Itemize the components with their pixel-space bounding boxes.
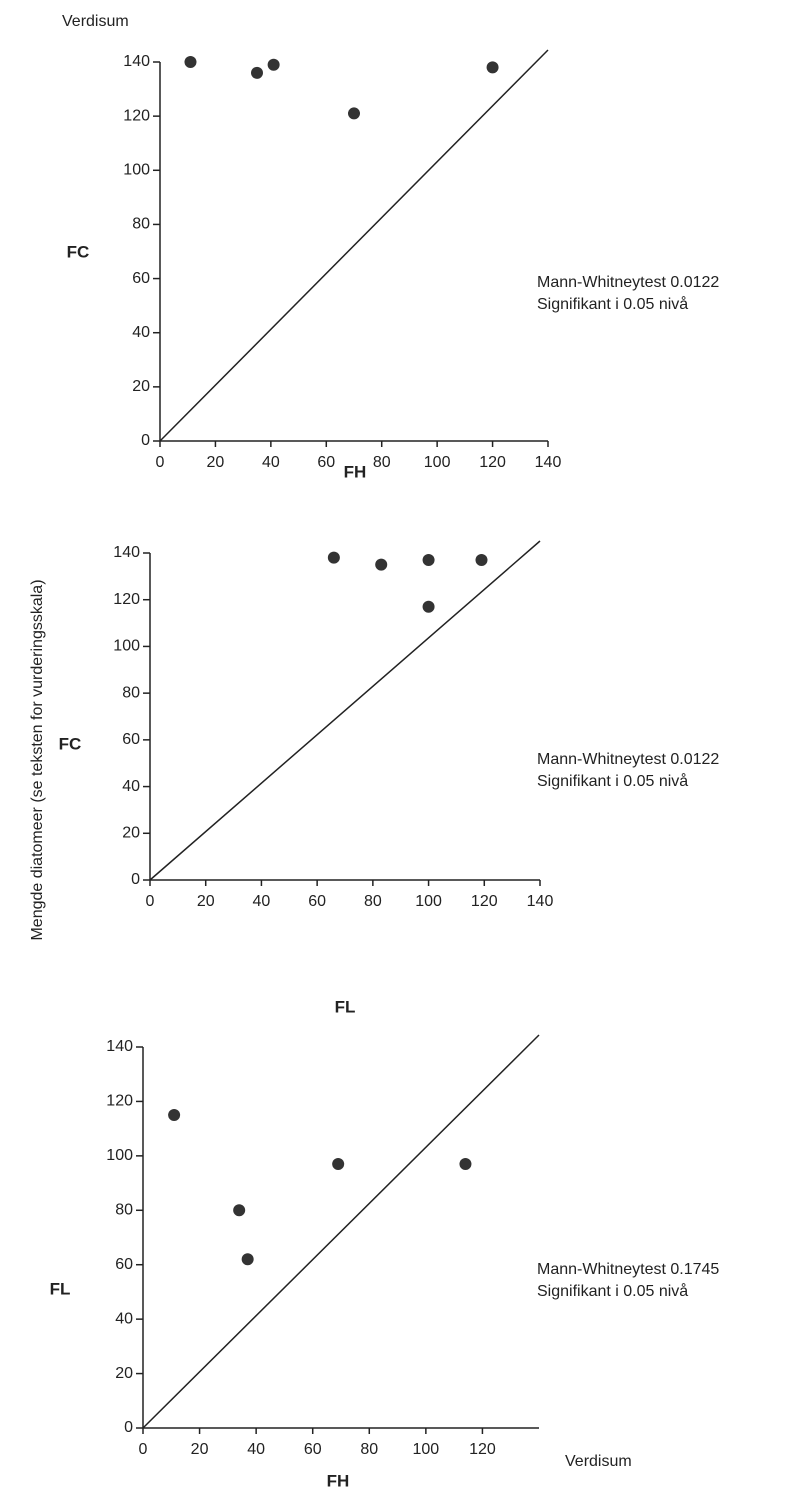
y-tick-label: 40: [115, 1310, 133, 1327]
y-axis-label: FL: [50, 1279, 71, 1298]
x-tick-label: 120: [469, 1441, 496, 1458]
x-tick-label: 60: [308, 893, 326, 910]
y-tick-label: 140: [113, 544, 140, 561]
y-axis-label: FC: [59, 734, 82, 753]
x-tick-label: 60: [304, 1441, 322, 1458]
annotation: Mann-Whitneytest 0.1745: [537, 1261, 719, 1278]
y-tick-label: 20: [115, 1365, 133, 1382]
y-tick-label: 40: [122, 778, 140, 795]
x-tick-label: 80: [360, 1441, 378, 1458]
y-tick-label: 80: [122, 684, 140, 701]
x-axis-label: FH: [344, 462, 367, 481]
y-axis-label: FC: [67, 242, 90, 261]
x-tick-label: 40: [253, 893, 271, 910]
point: [375, 558, 388, 571]
top-label: Verdisum: [62, 13, 129, 30]
point: [332, 1158, 345, 1171]
diagonal: [142, 1034, 540, 1429]
x-tick-label: 40: [262, 454, 280, 471]
x-tick-label: 100: [415, 893, 442, 910]
annotation: Mann-Whitneytest 0.0122: [537, 274, 719, 291]
y-tick-label: 120: [106, 1093, 133, 1110]
x-tick-label: 20: [197, 893, 215, 910]
point: [486, 61, 499, 74]
x-tick-label: 0: [146, 893, 155, 910]
point: [168, 1109, 181, 1122]
point: [184, 56, 197, 68]
point: [475, 554, 488, 567]
bottom-label: Verdisum: [565, 1453, 632, 1470]
y-tick-label: 60: [115, 1256, 133, 1273]
point: [459, 1158, 472, 1171]
annotation: Signifikant i 0.05 nivå: [537, 772, 688, 790]
y-tick-label: 0: [131, 871, 140, 888]
x-tick-label: 20: [191, 1441, 209, 1458]
point: [327, 551, 340, 564]
x-tick-label: 120: [479, 454, 506, 471]
point: [422, 600, 435, 613]
side-label: Mengde diatomeer (se teksten for vurderi…: [29, 579, 46, 940]
y-tick-label: 140: [106, 1038, 133, 1055]
y-tick-label: 100: [113, 638, 140, 655]
y-tick-label: 80: [115, 1202, 133, 1219]
x-tick-label: 60: [317, 454, 335, 471]
annotation: Mann-Whitneytest 0.0122: [537, 751, 719, 768]
x-tick-label: 20: [207, 454, 225, 471]
y-tick-label: 100: [106, 1147, 133, 1164]
x-tick-label: 0: [156, 454, 165, 471]
x-axis-label: FH: [327, 1471, 350, 1490]
point: [241, 1253, 254, 1266]
point: [251, 66, 263, 79]
point: [422, 554, 435, 567]
y-tick-label: 0: [124, 1419, 133, 1436]
y-tick-label: 20: [122, 825, 140, 842]
x-tick-label: 100: [413, 1441, 440, 1458]
y-tick-label: 40: [132, 324, 150, 341]
x-tick-label: 140: [535, 454, 562, 471]
y-tick-label: 80: [132, 216, 150, 233]
diagonal: [159, 49, 549, 442]
y-tick-label: 140: [123, 53, 150, 70]
point: [233, 1204, 246, 1217]
y-tick-label: 60: [132, 270, 150, 287]
y-tick-label: 20: [132, 378, 150, 395]
y-tick-label: 120: [113, 591, 140, 608]
y-tick-label: 100: [123, 162, 150, 179]
x-tick-label: 120: [471, 893, 498, 910]
annotation: Signifikant i 0.05 nivå: [537, 1282, 688, 1300]
y-tick-label: 0: [141, 432, 150, 449]
x-axis-label: FL: [335, 997, 356, 1016]
point: [348, 107, 360, 120]
annotation: Signifikant i 0.05 nivå: [537, 295, 688, 313]
point: [267, 58, 280, 71]
y-tick-label: 120: [123, 107, 150, 124]
diagonal: [149, 540, 541, 881]
x-tick-label: 80: [364, 893, 382, 910]
x-tick-label: 0: [139, 1441, 148, 1458]
x-tick-label: 100: [424, 454, 451, 471]
x-tick-label: 40: [247, 1441, 265, 1458]
x-tick-label: 80: [373, 454, 391, 471]
y-tick-label: 60: [122, 731, 140, 748]
x-tick-label: 140: [527, 893, 554, 910]
